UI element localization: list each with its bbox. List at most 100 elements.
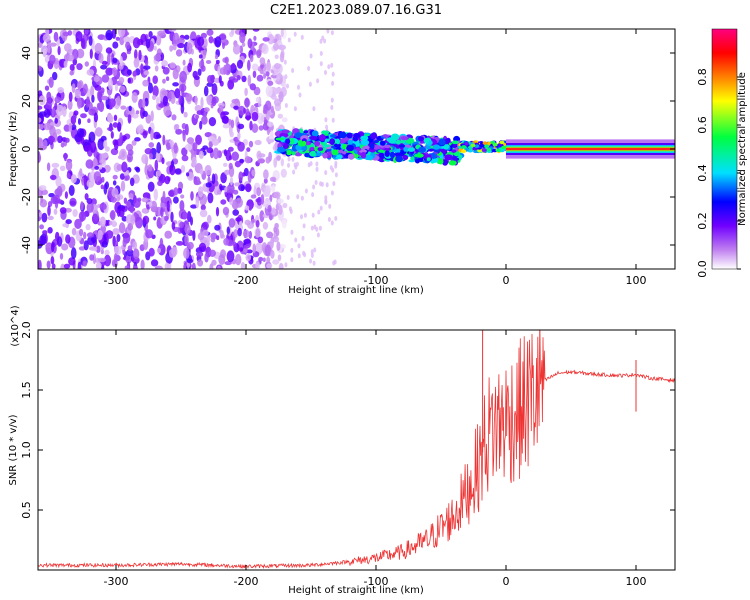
heatmap-cell (161, 60, 169, 67)
heatmap-cell (42, 33, 51, 43)
heatmap-cell (274, 54, 279, 60)
heatmap-cell (276, 241, 281, 252)
heatmap-cell (418, 146, 427, 153)
heatmap-cell (140, 63, 144, 75)
heatmap-cell (273, 157, 278, 168)
heatmap-cell (183, 111, 188, 118)
heatmap-cell (261, 43, 269, 55)
heatmap-cell (132, 241, 138, 250)
heatmap-cell (223, 162, 228, 167)
heatmap-cell (332, 181, 336, 187)
heatmap-cell (479, 143, 485, 148)
heatmap-cell (168, 248, 177, 258)
heatmap-cell (174, 168, 182, 175)
heatmap-cell (194, 75, 200, 81)
heatmap-cell (208, 117, 217, 127)
heatmap-cell (277, 198, 284, 204)
heatmap-cell (199, 199, 205, 206)
heatmap-cell (112, 122, 118, 128)
heatmap-cell (257, 158, 265, 164)
heatmap-cell (238, 105, 246, 116)
heatmap-cell (217, 65, 221, 76)
heatmap-cell (195, 196, 200, 209)
heatmap-cell (353, 132, 361, 139)
heatmap-cell (311, 130, 319, 137)
heatmap-cell (242, 229, 250, 238)
heatmap-cell (144, 148, 153, 155)
spectrogram-y-label: Frequency (Hz) (8, 111, 19, 187)
heatmap-cell (182, 59, 186, 66)
heatmap-cell (203, 85, 209, 97)
heatmap-cell (289, 209, 293, 214)
heatmap-cell (52, 194, 60, 204)
heatmap-cell (277, 254, 282, 261)
heatmap-cell (263, 178, 268, 184)
heatmap-cell (84, 29, 89, 35)
heatmap-cell (186, 172, 190, 177)
y-tick-label: -20 (20, 188, 33, 206)
heatmap-cell (82, 260, 88, 267)
heatmap-cell (266, 263, 273, 269)
heatmap-cell (115, 36, 121, 41)
heatmap-cell (486, 147, 492, 152)
heatmap-cell (204, 164, 212, 176)
heatmap-cell (125, 254, 132, 264)
heatmap-cell (324, 138, 331, 142)
heatmap-cell (321, 144, 331, 148)
heatmap-cell (209, 263, 214, 269)
colorbar-gradient (711, 28, 738, 270)
heatmap-cell (180, 194, 185, 199)
heatmap-cell (145, 38, 151, 49)
heatmap-cell (244, 205, 250, 211)
heatmap-cell (222, 41, 225, 50)
heatmap-cell (56, 185, 63, 198)
x-tick-label: 100 (626, 274, 647, 287)
heatmap-cell (123, 197, 128, 204)
heatmap-cell (190, 216, 193, 226)
heatmap-cell (162, 67, 170, 75)
heatmap-cell (198, 54, 203, 59)
heatmap-cell (244, 156, 252, 164)
heatmap-cell (184, 234, 189, 246)
x-tick-label: -200 (234, 274, 259, 287)
heatmap-cell (101, 60, 108, 65)
heatmap-cell (232, 43, 241, 55)
heatmap-cell (55, 104, 64, 116)
heatmap-cell (141, 97, 146, 109)
heatmap-cell (153, 216, 157, 221)
heatmap-cell (264, 185, 271, 197)
heatmap-cell (160, 207, 164, 218)
heatmap-cell (334, 143, 341, 148)
heatmap-cell (208, 140, 213, 148)
heatmap-cell (232, 241, 237, 247)
heatmap-cell (132, 265, 138, 269)
heatmap-cell (255, 261, 260, 269)
heatmap-cell (319, 205, 323, 211)
heatmap-cell (214, 54, 219, 60)
heatmap-band (506, 148, 675, 150)
heatmap-cell (319, 61, 323, 67)
heatmap-cell (150, 128, 154, 141)
heatmap-cell (83, 174, 87, 187)
heatmap-cell (347, 153, 355, 160)
heatmap-cell (39, 224, 44, 230)
heatmap-cell (180, 103, 185, 114)
heatmap-cell (251, 123, 259, 133)
heatmap-cell (208, 249, 216, 257)
heatmap-cell (72, 58, 78, 66)
heatmap-cell (135, 110, 140, 115)
heatmap-cell (197, 68, 202, 76)
heatmap-cell (116, 196, 121, 202)
heatmap-cell (324, 195, 328, 201)
colorbar: 0.0 0.2 0.4 0.6 0.8 Normalized spectral ampl… (696, 28, 748, 278)
heatmap-cell (286, 149, 292, 156)
heatmap-cell (179, 221, 185, 229)
heatmap-cell (178, 94, 182, 105)
heatmap-cell (173, 196, 179, 204)
heatmap-cell (112, 57, 118, 64)
heatmap-cell (195, 251, 204, 257)
heatmap-cell (87, 118, 91, 123)
heatmap-cell (59, 165, 66, 172)
heatmap-cell (183, 247, 190, 259)
heatmap-cell (200, 65, 206, 72)
